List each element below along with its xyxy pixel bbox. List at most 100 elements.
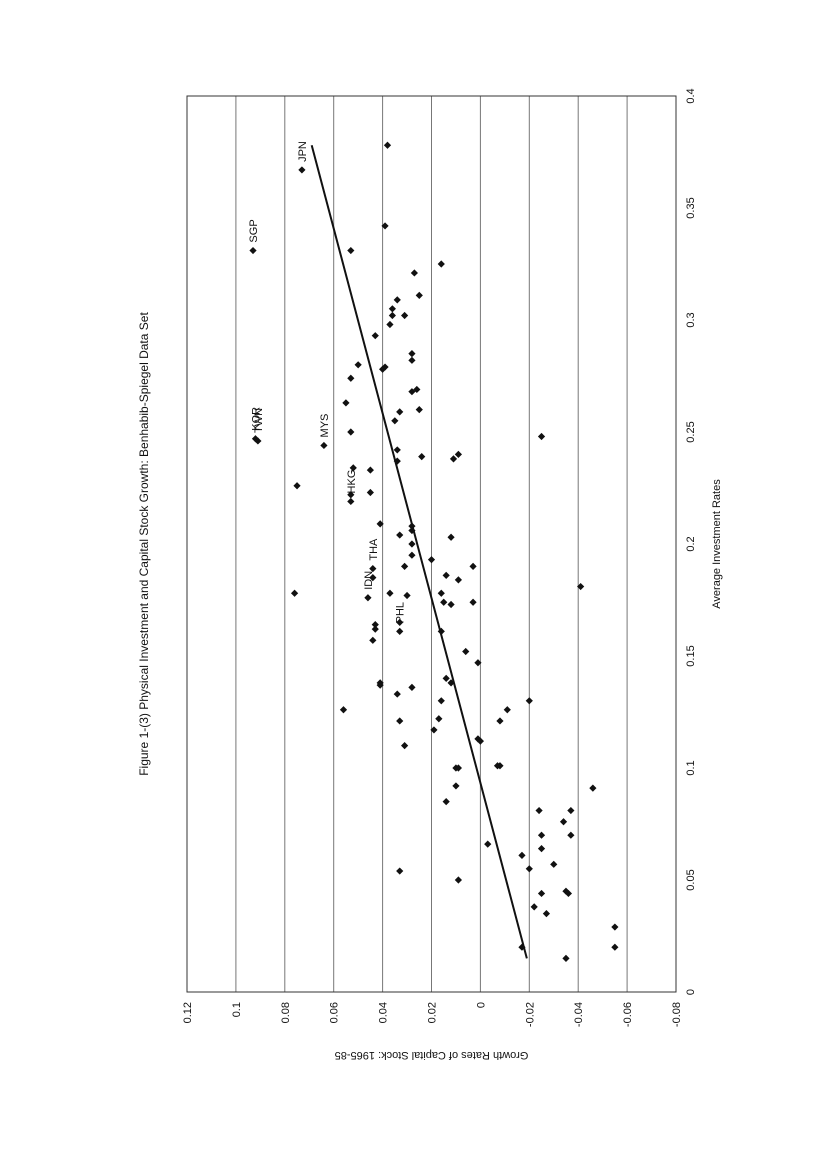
y-tick-label: 0.04 [378,1002,390,1023]
data-point [418,453,426,461]
data-point [388,305,396,313]
data-point [386,320,394,329]
data-point [401,311,409,320]
data-point [469,562,477,570]
data-point [349,464,357,472]
data-point [410,269,418,277]
data-point [442,674,450,682]
tick-labels: -0.08 -0.06 -0.04 -0.02 0 0.02 0.04 0.06 0.08 0.1… [182,88,697,1027]
country-label: SGP [248,219,260,242]
country-label: PHL [395,602,407,623]
data-point [442,798,450,806]
data-point [567,831,575,839]
country-label: KOR [250,407,262,431]
data-point [393,446,401,454]
data-point [393,690,401,698]
labeled-data-point [347,497,355,506]
x-tick-label: 0.2 [685,536,697,551]
data-point [542,910,551,918]
data-point [396,717,404,725]
y-tick-label: 0.08 [280,1002,292,1023]
data-point [550,860,558,868]
data-point [474,659,482,667]
data-point [484,840,492,848]
data-point [396,408,404,416]
data-point [408,356,416,364]
data-point [454,576,462,584]
x-tick-label: 0 [685,989,697,995]
y-tick-label: 0.06 [329,1002,341,1023]
data-point [396,618,404,626]
x-axis-title: Average Investment Rates [711,479,723,609]
data-point [537,889,546,898]
data-point [347,374,355,382]
data-point [567,806,575,815]
data-point [366,466,374,474]
x-tick-label: 0.25 [685,421,697,442]
data-point [408,350,416,358]
data-point [462,647,470,656]
data-point [401,742,409,750]
country-label: MYS [319,414,331,438]
data-point [369,574,377,582]
labeled-data-point [320,441,328,450]
data-point [408,388,416,396]
country-label: THA [368,538,380,561]
data-point [376,520,384,528]
labeled-data-point [298,166,306,174]
data-point [391,417,399,425]
y-axis-title: Growth Rates of Capital Stock: 1965-85 [335,1049,529,1061]
data-point [476,737,484,745]
data-point [376,681,384,689]
data-point [454,876,462,884]
data-point [537,831,546,839]
country-label: IDN [363,571,375,590]
data-point [347,428,355,436]
data-point [562,954,570,962]
data-point [290,589,299,597]
x-tick-label: 0.4 [685,88,697,103]
data-point [589,784,597,792]
data-point [493,762,502,770]
data-point [496,717,504,725]
data-point [437,697,445,705]
y-tick-label: -0.08 [671,1002,683,1027]
data-point [442,571,450,579]
data-point [503,706,511,714]
plot-frame [186,95,677,993]
data-point [342,399,350,407]
labeled-data-point [251,435,260,443]
data-point [379,365,387,373]
data-point [564,889,573,898]
data-point [435,715,443,723]
data-point [403,591,411,600]
labeled-data-point [396,627,404,635]
data-point [611,923,619,931]
data-point [454,764,462,772]
y-tick-label: 0 [475,1002,487,1008]
y-tick-label: -0.06 [622,1002,634,1027]
data-point [447,533,455,541]
data-point [347,246,355,255]
data-point [437,260,445,268]
labeled-data-point [364,594,372,602]
data-point [469,598,477,606]
labeled-data-point [369,565,377,573]
data-point [447,600,455,609]
data-point [381,222,389,230]
data-point [339,706,348,714]
x-tick-label: 0.15 [685,645,697,666]
data-point [393,296,401,304]
data-point [440,598,448,606]
data-point [415,406,423,414]
data-point [525,697,533,705]
y-tick-label: 0.12 [182,1002,194,1023]
labeled-data-point [249,246,257,255]
data-point [369,636,377,644]
data-points [249,141,619,962]
data-point [611,943,619,951]
data-point [396,867,404,875]
data-point [415,291,423,299]
data-point [408,540,416,548]
